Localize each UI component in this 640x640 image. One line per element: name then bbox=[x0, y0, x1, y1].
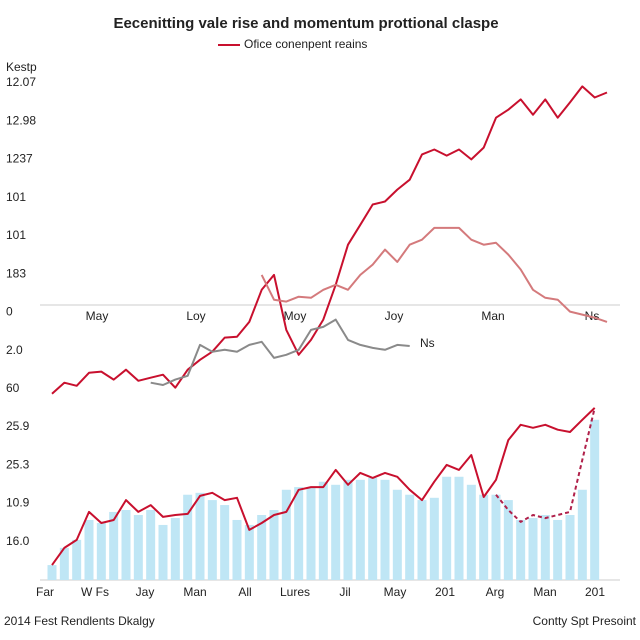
y-tick-label: 101 bbox=[6, 228, 26, 242]
bar bbox=[121, 510, 131, 580]
y-tick-label: 25.3 bbox=[6, 457, 30, 471]
footer-right: Contty Spt Presoint bbox=[533, 614, 637, 628]
y-axis-label: Kestp bbox=[6, 60, 37, 74]
bar bbox=[565, 515, 575, 580]
y-tick-label: 183 bbox=[6, 266, 26, 280]
bar bbox=[392, 489, 402, 580]
line-series bbox=[495, 407, 596, 523]
bar bbox=[47, 565, 57, 580]
bar bbox=[454, 476, 464, 580]
bar bbox=[429, 497, 439, 580]
x-tick-label: Joy bbox=[385, 309, 404, 323]
x-tick-label: Arg bbox=[486, 585, 505, 599]
bar bbox=[220, 505, 230, 580]
x-tick-label: Man bbox=[481, 309, 504, 323]
bar bbox=[442, 476, 452, 580]
line-series bbox=[150, 318, 410, 386]
y-tick-label: 1237 bbox=[6, 152, 33, 166]
bar bbox=[368, 477, 378, 580]
bar bbox=[294, 487, 304, 580]
bar bbox=[503, 500, 513, 580]
y-tick-label: 10.9 bbox=[6, 496, 30, 510]
x-tick-label: Loy bbox=[186, 309, 205, 323]
bar bbox=[380, 479, 390, 580]
bar bbox=[540, 515, 550, 580]
y-tick-label: 2.0 bbox=[6, 343, 23, 357]
y-tick-label: 16.0 bbox=[6, 534, 30, 548]
bar bbox=[355, 479, 365, 580]
bar bbox=[244, 524, 254, 580]
line-series bbox=[51, 85, 608, 395]
bar bbox=[306, 487, 316, 580]
bar bbox=[466, 484, 476, 580]
legend-label: Ofice conenpent reains bbox=[244, 37, 367, 51]
bar bbox=[405, 494, 415, 580]
x-tick-label: 201 bbox=[585, 585, 605, 599]
bar bbox=[590, 419, 600, 580]
x-tick-label: Moy bbox=[284, 309, 307, 323]
bar bbox=[516, 519, 526, 580]
bar bbox=[84, 519, 94, 580]
x-tick-label: 201 bbox=[435, 585, 455, 599]
bar bbox=[553, 519, 563, 580]
bar bbox=[269, 510, 279, 580]
x-tick-label: Jay bbox=[136, 585, 155, 599]
y-tick-label: 12.98 bbox=[6, 113, 36, 127]
y-tick-label: 60 bbox=[6, 381, 20, 395]
x-tick-label: Far bbox=[36, 585, 54, 599]
bar bbox=[479, 494, 489, 580]
bar bbox=[195, 492, 205, 580]
bar bbox=[331, 484, 341, 580]
bar bbox=[183, 494, 193, 580]
bar bbox=[96, 523, 106, 580]
bar bbox=[281, 489, 291, 580]
y-tick-label: 0 bbox=[6, 305, 13, 319]
y-tick-label: 12.07 bbox=[6, 75, 36, 89]
y-tick-label: 101 bbox=[6, 190, 26, 204]
chart-title: Eecenitting vale rise and momentum prott… bbox=[113, 15, 498, 32]
x-tick-label: May bbox=[384, 585, 407, 599]
bar bbox=[158, 524, 168, 580]
bar bbox=[232, 519, 242, 580]
bar bbox=[257, 515, 267, 580]
x-tick-label: May bbox=[86, 309, 109, 323]
bar bbox=[417, 500, 427, 580]
bar bbox=[528, 518, 538, 580]
x-tick-label: Man bbox=[533, 585, 556, 599]
bar bbox=[343, 479, 353, 580]
bar bbox=[491, 494, 501, 580]
x-tick-label: Man bbox=[183, 585, 206, 599]
bar bbox=[207, 500, 217, 580]
bar bbox=[318, 481, 328, 580]
bar bbox=[59, 547, 69, 580]
y-tick-label: 25.9 bbox=[6, 419, 30, 433]
x-tick-label: All bbox=[238, 585, 251, 599]
x-tick-label: Jil bbox=[339, 585, 350, 599]
annotation: Ns bbox=[420, 336, 435, 350]
bar bbox=[577, 489, 587, 580]
footer-left: 2014 Fest Rendlents Dkalgy bbox=[4, 614, 155, 628]
bar bbox=[170, 518, 180, 580]
bar bbox=[72, 539, 82, 580]
bar bbox=[146, 510, 156, 580]
bar bbox=[133, 515, 143, 580]
line-series bbox=[51, 407, 596, 566]
bar bbox=[109, 511, 119, 580]
x-tick-label: W Fs bbox=[81, 585, 109, 599]
line-series bbox=[260, 226, 608, 323]
x-tick-label: Lures bbox=[280, 585, 310, 599]
